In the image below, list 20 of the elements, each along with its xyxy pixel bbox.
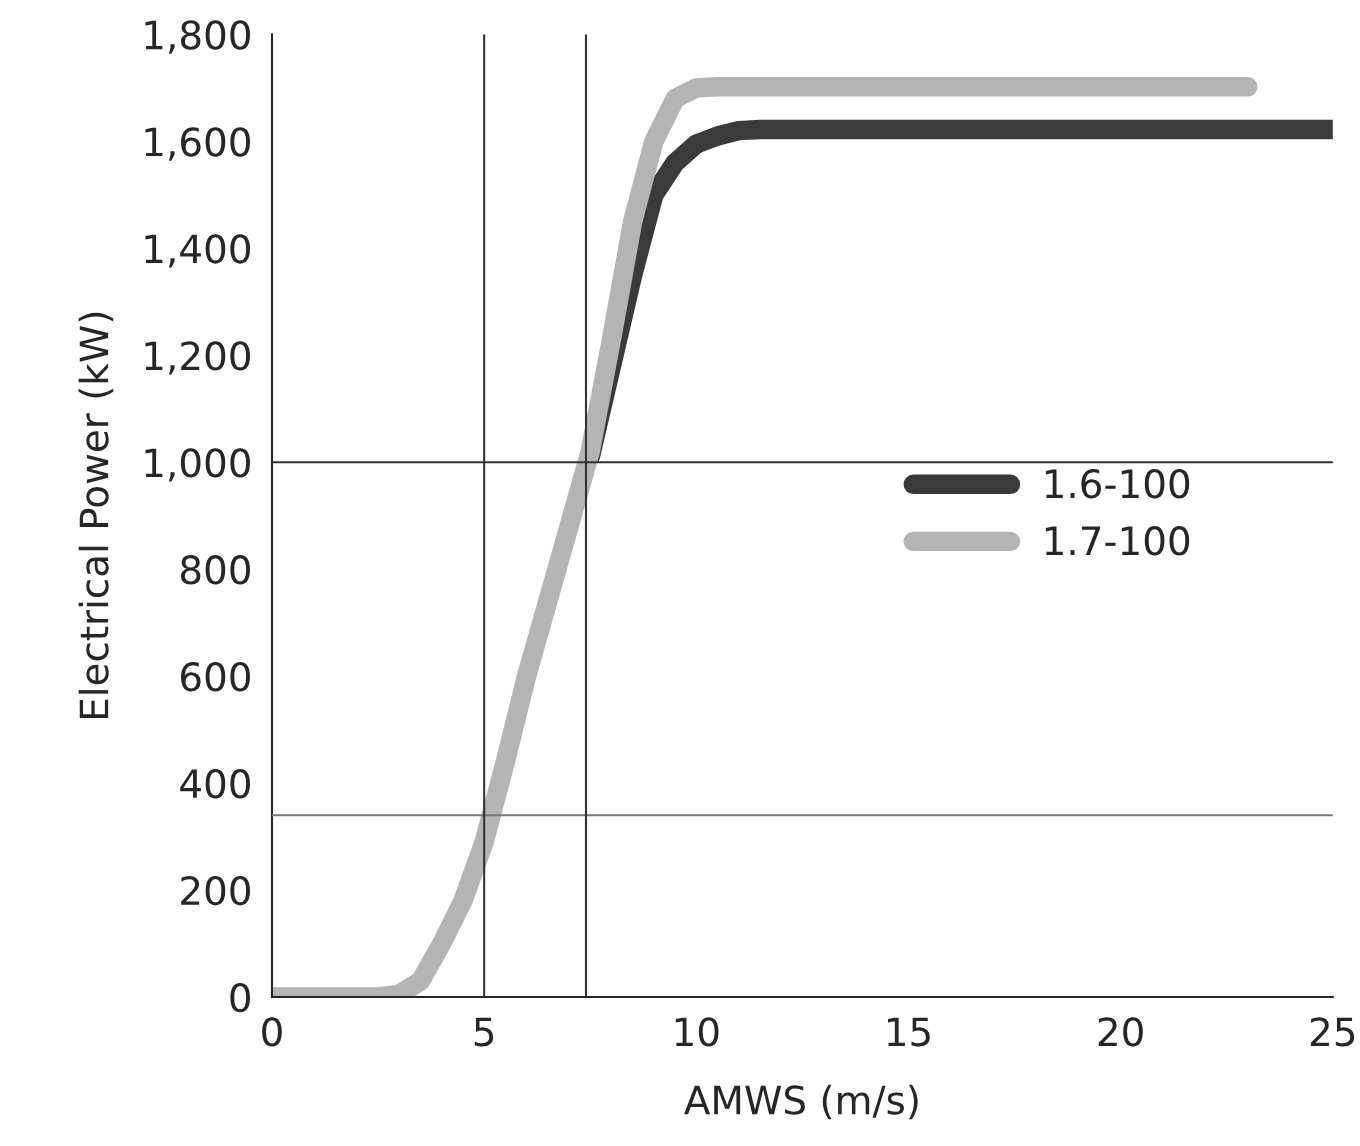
legend-label: 1.7-100: [1045, 526, 1190, 556]
x-tick-label: 20: [1098, 1017, 1143, 1047]
x-tick-label: 15: [888, 1017, 930, 1047]
y-tick-label: 800: [180, 555, 250, 585]
y-tick-label: 1,600: [145, 127, 250, 161]
x-tick-label: 5: [474, 1017, 494, 1047]
y-tick-label: 600: [181, 662, 250, 692]
y-tick-label: 400: [180, 769, 250, 799]
y-axis-title: Electrical Power (kW): [78, 312, 114, 719]
x-tick-label: 0: [262, 1017, 282, 1047]
y-tick-label: 1,200: [145, 341, 250, 375]
x-tick-label: 10: [675, 1017, 719, 1047]
legend-label: 1.6-100: [1045, 469, 1190, 499]
y-tick-label: 0: [230, 982, 250, 1013]
y-tick-label: 1,800: [145, 20, 250, 54]
y-tick-label: 1,400: [145, 234, 250, 268]
y-tick-label: 1,000: [145, 448, 250, 482]
y-tick-label: 200: [181, 875, 250, 906]
x-axis-title: AMWS (m/s): [684, 1084, 918, 1120]
x-tick-label: 25: [1310, 1017, 1355, 1047]
